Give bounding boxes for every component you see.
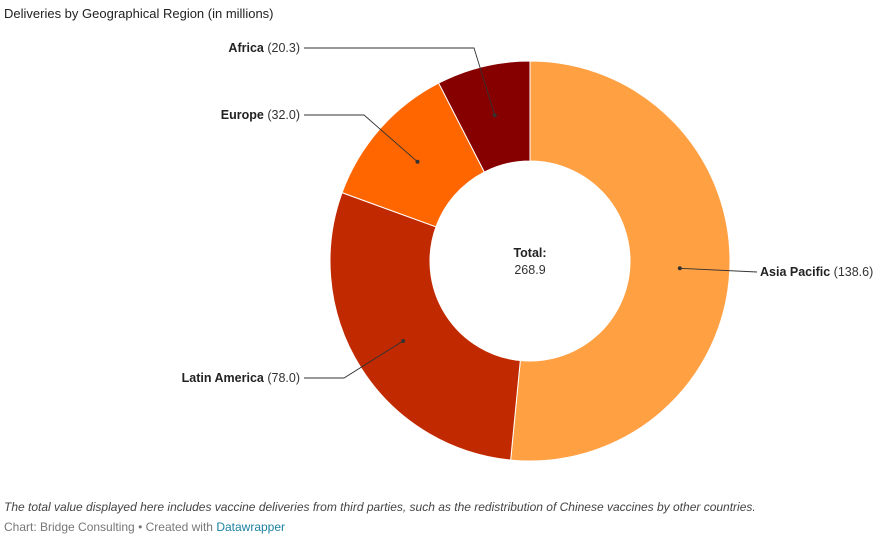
datawrapper-link[interactable]: Datawrapper bbox=[216, 520, 286, 534]
label-name-latin-america: Latin America bbox=[182, 371, 265, 385]
label-value-europe: (32.0) bbox=[264, 108, 300, 122]
chart-title: Deliveries by Geographical Region (in mi… bbox=[4, 6, 274, 21]
leader-dot-asia-pacific bbox=[677, 266, 682, 271]
leader-line-africa bbox=[304, 47, 496, 116]
label-europe: Europe (32.0) bbox=[221, 108, 300, 122]
center-total-title: Total: bbox=[513, 246, 546, 260]
leader-line-asia-pacific bbox=[679, 267, 758, 273]
slice-africa[interactable] bbox=[437, 60, 531, 173]
label-value-latin-america: (78.0) bbox=[264, 371, 300, 385]
label-value-asia-pacific: (138.6) bbox=[830, 265, 873, 279]
center-total-value: 268.9 bbox=[514, 263, 545, 277]
leader-line-europe bbox=[304, 114, 418, 163]
chart-source: Chart: Bridge Consulting • Created with … bbox=[4, 520, 285, 534]
source-text: Chart: Bridge Consulting • Created with bbox=[4, 520, 217, 534]
label-value-africa: (20.3) bbox=[264, 41, 300, 55]
chart-note: The total value displayed here includes … bbox=[4, 500, 756, 514]
label-asia-pacific: Asia Pacific (138.6) bbox=[760, 265, 873, 279]
label-latin-america: Latin America (78.0) bbox=[182, 371, 300, 385]
leader-dot-latin-america bbox=[401, 339, 406, 344]
slices-group bbox=[329, 60, 731, 462]
label-africa: Africa (20.3) bbox=[228, 41, 300, 55]
label-name-africa: Africa bbox=[228, 41, 264, 55]
slice-asia-pacific[interactable] bbox=[510, 60, 731, 462]
leader-dot-europe bbox=[415, 159, 420, 164]
leader-dot-africa bbox=[492, 113, 497, 118]
label-name-europe: Europe bbox=[221, 108, 264, 122]
leader-line-latin-america bbox=[304, 340, 404, 379]
labels-group: Asia Pacific (138.6) Latin America (78.0)… bbox=[182, 41, 874, 385]
label-name-asia-pacific: Asia Pacific bbox=[760, 265, 830, 279]
slice-latin-america[interactable] bbox=[329, 192, 521, 461]
